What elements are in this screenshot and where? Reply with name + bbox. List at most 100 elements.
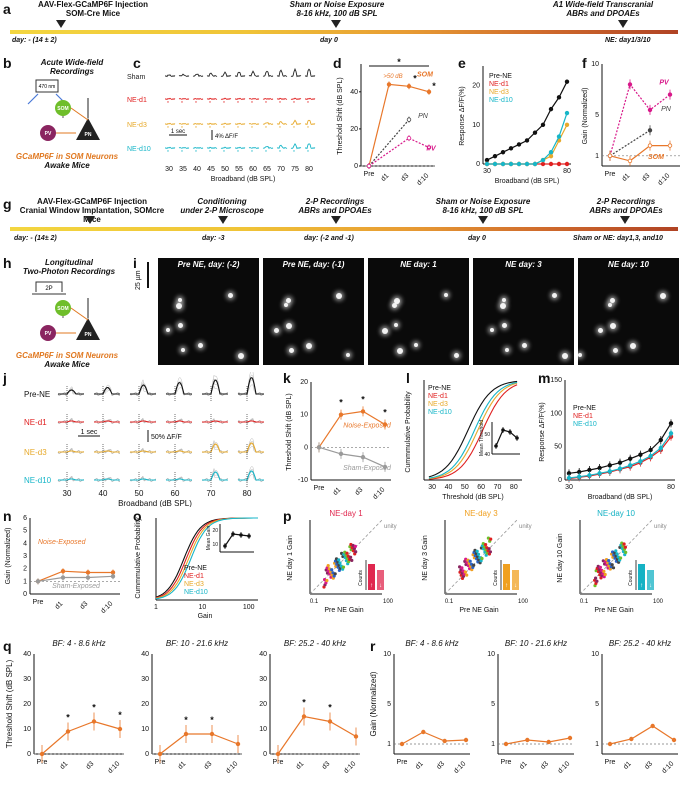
panel-k-sham-label: Sham-Exposed (343, 465, 392, 472)
panel-j-mean-trace (58, 478, 84, 481)
panel-m-series-point (658, 437, 663, 443)
panel-c-trace (248, 70, 260, 78)
panel-p-scatter-point (345, 551, 349, 555)
panel-j-trial-trace (129, 417, 157, 425)
panel-f-xtick: Pre (605, 171, 616, 178)
neuron-soma (522, 343, 527, 348)
panel-b-title-line1: Acute Wide-field (40, 58, 104, 67)
panel-k-series-point (382, 422, 388, 427)
panel-j-trial-trace (129, 447, 157, 455)
timeline-g-event-4: Sham or Noise Exposure 8-16 kHz, 100 dB … (413, 197, 553, 215)
panel-p-scatter-point (615, 552, 619, 556)
neuron-soma (394, 298, 400, 304)
panel-c-trace (305, 97, 316, 101)
panel-n-noise-label: Noise-Exposed (38, 539, 87, 546)
panel-f-series-som-line (609, 145, 670, 162)
panel-q-series-point (327, 719, 333, 724)
panel-p-x-label: Pre NE Gain (459, 607, 498, 614)
panel-p-scatter-point (484, 543, 488, 547)
panel-c-trace (290, 119, 302, 126)
timeline-g-event-2-line2: under 2-P Microscope (180, 206, 264, 215)
timeline-g-event-3-line1: 2-P Recordings (305, 197, 365, 206)
panel-p-scatter-point (354, 550, 358, 554)
panel-d-series-pv-point (426, 145, 432, 150)
panel-e-series-point (564, 110, 570, 116)
neuron-soma (608, 303, 612, 307)
neuron-soma (394, 323, 398, 327)
panel-h-pn-label: PN (85, 332, 92, 338)
panel-j-mean-trace (94, 420, 120, 423)
neuron-soma (306, 343, 312, 349)
panel-c-trace (178, 97, 190, 101)
panel-n-series-point (110, 574, 116, 579)
panel-k-series-line (318, 446, 386, 468)
panel-d-series-pv-line (368, 137, 430, 167)
panel-e-legend-item: Pre-NE (489, 73, 512, 80)
panel-d-series-som-point (386, 82, 392, 87)
panel-j-tick-label: 60 (171, 489, 180, 498)
panel-c-trace (206, 146, 218, 149)
timeline-g-event-1-line1: AAV-Flex-GCaMP6F Injection (36, 197, 148, 206)
panel-k-series-point (338, 451, 344, 457)
panel-e-y-label: Response ΔF/F(%) (459, 86, 466, 146)
panel-c-marker: * (181, 101, 183, 107)
panel-n-ytick: 4 (23, 540, 27, 547)
panel-c-marker: * (265, 101, 267, 107)
panel-r-ytick: 5 (387, 701, 391, 708)
panel-c-trace (262, 97, 274, 101)
panel-l-inset-series-point (501, 428, 505, 432)
panel-c-marker: * (195, 101, 197, 107)
panel-c-trace (192, 73, 204, 78)
panel-j-tick-label: 80 (243, 489, 252, 498)
panel-n-ytick: 2 (23, 566, 27, 573)
panel-m-series-point (607, 463, 612, 468)
panel-c-tick-label: 75 (291, 166, 299, 173)
panel-n-xtick: d:10 (100, 600, 115, 615)
panel-p-inset-arrow-down: ↓ (379, 583, 382, 589)
panel-c-tick-label: 65 (263, 166, 271, 173)
timeline-a-day-2: day 0 (320, 37, 338, 44)
panel-p-scatter-point (488, 550, 492, 554)
panel-p-inset-bar-down (647, 570, 654, 590)
panel-c-marker: * (279, 150, 281, 156)
panel-m-series-point (627, 456, 633, 461)
panel-d-pv-label: PV (426, 145, 437, 152)
panel-p-scatter-point (611, 566, 616, 570)
panel-l-cdf-line (428, 380, 518, 478)
panel-c-trace (248, 122, 260, 126)
panel-m-series-point (668, 431, 674, 436)
panel-d-series-pv-point (366, 163, 372, 169)
panel-r-series-point (399, 741, 405, 747)
panel-c-marker: * (307, 101, 309, 107)
two-photon-image-title: NE day: 10 (608, 260, 649, 269)
panel-c-marker: * (195, 150, 197, 156)
panel-l-xtick: 50 (461, 484, 469, 491)
panel-label-d: d (333, 55, 342, 71)
panel-j-mean-trace (58, 450, 84, 453)
panel-p-xtick: 0.1 (310, 599, 319, 605)
panel-f-ytick: 1 (595, 153, 599, 160)
panel-r-y-label: Gain (Normalized) (369, 671, 378, 736)
panel-n-ytick: 3 (23, 553, 27, 560)
neuron-soma (166, 328, 170, 332)
panel-j-trial-trace (57, 389, 85, 397)
panel-h-caption-1: GCaMP6F in SOM Neurons (15, 351, 119, 360)
panel-p-scatter-point (614, 549, 618, 553)
panel-c-trace (248, 146, 260, 150)
panel-e-series-point (548, 153, 554, 159)
panel-l-inset-series-point (494, 444, 498, 448)
panel-c-trace (290, 67, 302, 78)
panel-e-legend-item: NE-d1 (489, 81, 509, 88)
panel-q-series-point (235, 741, 241, 747)
panel-label-q: q (3, 638, 12, 654)
panel-c-tick-label: 30 (165, 166, 173, 173)
panel-o-inset-series-point (231, 532, 235, 536)
panel-q-series-point (91, 719, 97, 724)
panel-c-trace (276, 97, 288, 100)
panel-c-trace (165, 122, 176, 126)
timeline-g-day-2: day: -3 (202, 235, 225, 242)
panel-p-scatter-point (603, 572, 607, 577)
panel-q-series-point (353, 734, 359, 739)
panel-j-mean-trace (202, 443, 228, 453)
